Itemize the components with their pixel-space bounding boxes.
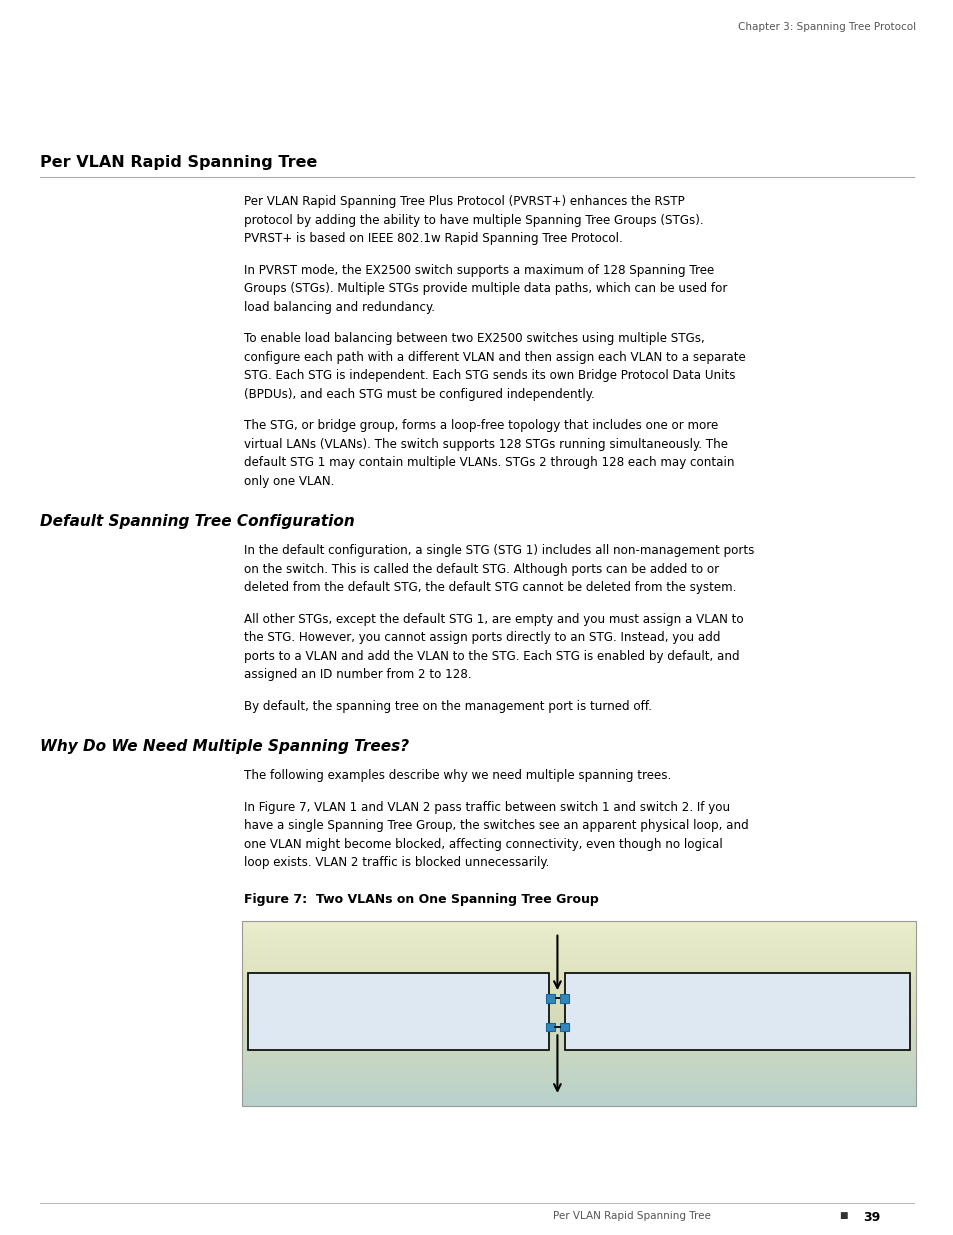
Text: To enable load balancing between two EX2500 switches using multiple STGs,
config: To enable load balancing between two EX2… <box>244 332 745 400</box>
Text: 39: 39 <box>862 1212 880 1224</box>
Bar <box>242 921 915 1105</box>
Text: Per VLAN Rapid Spanning Tree: Per VLAN Rapid Spanning Tree <box>40 156 317 170</box>
Text: Chapter 3: Spanning Tree Protocol: Chapter 3: Spanning Tree Protocol <box>737 22 915 32</box>
Text: Default Spanning Tree Configuration: Default Spanning Tree Configuration <box>40 514 355 529</box>
Text: ■: ■ <box>839 1212 847 1220</box>
Text: Why Do We Need Multiple Spanning Trees?: Why Do We Need Multiple Spanning Trees? <box>40 740 409 755</box>
Text: In Figure 7, VLAN 1 and VLAN 2 pass traffic between switch 1 and switch 2. If yo: In Figure 7, VLAN 1 and VLAN 2 pass traf… <box>244 800 748 869</box>
Bar <box>565 973 909 1051</box>
Text: The following examples describe why we need multiple spanning trees.: The following examples describe why we n… <box>244 769 671 782</box>
Text: In the default configuration, a single STG (STG 1) includes all non-management p: In the default configuration, a single S… <box>244 545 754 594</box>
Bar <box>545 1023 554 1031</box>
Bar <box>545 994 554 1003</box>
Text: All other STGs, except the default STG 1, are empty and you must assign a VLAN t: All other STGs, except the default STG 1… <box>244 613 742 682</box>
Text: Figure 7:  Two VLANs on One Spanning Tree Group: Figure 7: Two VLANs on One Spanning Tree… <box>244 893 598 906</box>
Bar <box>559 994 568 1003</box>
Bar <box>248 973 549 1051</box>
Text: By default, the spanning tree on the management port is turned off.: By default, the spanning tree on the man… <box>244 700 651 713</box>
Text: Per VLAN Rapid Spanning Tree Plus Protocol (PVRST+) enhances the RSTP
protocol b: Per VLAN Rapid Spanning Tree Plus Protoc… <box>244 195 703 245</box>
Text: Per VLAN Rapid Spanning Tree: Per VLAN Rapid Spanning Tree <box>553 1212 710 1221</box>
Bar <box>559 1023 568 1031</box>
Text: In PVRST mode, the EX2500 switch supports a maximum of 128 Spanning Tree
Groups : In PVRST mode, the EX2500 switch support… <box>244 263 726 314</box>
Text: The STG, or bridge group, forms a loop-free topology that includes one or more
v: The STG, or bridge group, forms a loop-f… <box>244 419 734 488</box>
